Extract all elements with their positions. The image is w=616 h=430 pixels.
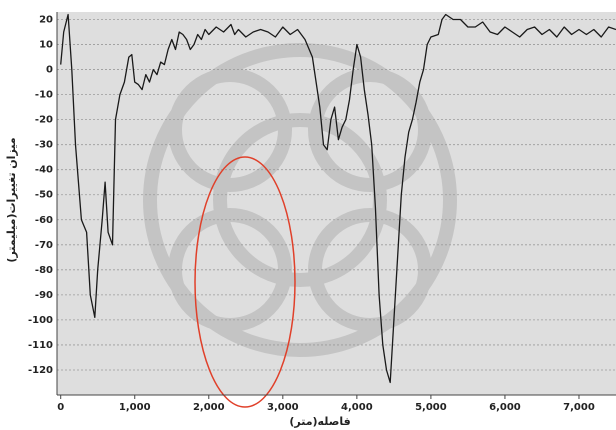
x-tick-label: 3,000 — [267, 402, 299, 413]
y-tick-label: -90 — [35, 290, 53, 301]
y-tick-label: -10 — [35, 90, 53, 101]
x-tick-label: 6,000 — [489, 402, 521, 413]
x-axis-title: فاصله(متر) — [289, 415, 350, 428]
y-tick-label: -50 — [35, 190, 53, 201]
y-tick-label: -70 — [35, 240, 53, 251]
y-tick-label: 0 — [46, 65, 53, 76]
x-tick-label: 5,000 — [415, 402, 447, 413]
y-tick-label: -80 — [35, 265, 53, 276]
y-tick-label: 20 — [39, 15, 53, 26]
y-tick-label: -60 — [35, 215, 53, 226]
x-tick-label: 0 — [57, 402, 64, 413]
x-tick-label: 7,000 — [563, 402, 595, 413]
y-tick-label: 10 — [39, 40, 53, 51]
plot-background — [57, 12, 616, 395]
y-tick-label: -30 — [35, 140, 53, 151]
y-tick-label: -110 — [28, 340, 53, 351]
data-line — [60, 13, 616, 384]
y-axis-title: میزان تغییرات(میلیمتر) — [5, 137, 18, 262]
y-tick-label: -40 — [35, 165, 53, 176]
x-tick-label: 2,000 — [193, 402, 225, 413]
y-tick-label: -100 — [28, 315, 53, 326]
highlight-ellipse — [194, 156, 296, 408]
y-tick-label: -120 — [28, 365, 53, 376]
x-tick-label: 1,000 — [119, 402, 151, 413]
x-tick-label: 4,000 — [341, 402, 373, 413]
y-tick-label: -20 — [35, 115, 53, 126]
